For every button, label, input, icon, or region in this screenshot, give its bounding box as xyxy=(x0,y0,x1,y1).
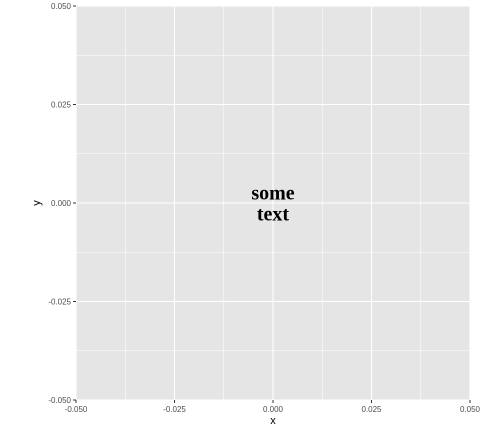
y-axis: -0.050 -0.025 0.000 0.025 0.050 xyxy=(48,2,76,405)
x-tick-label: 0.050 xyxy=(460,405,481,414)
y-tick-label: 0.000 xyxy=(51,199,72,208)
annotations: some text xyxy=(251,183,294,226)
x-tick-label: 0.025 xyxy=(361,405,382,414)
y-tick-label: 0.050 xyxy=(51,2,72,11)
y-tick-label: -0.050 xyxy=(48,396,71,405)
x-tick-label: -0.050 xyxy=(65,405,88,414)
x-tick-label: 0.000 xyxy=(263,405,284,414)
annotation-text: some text xyxy=(251,183,294,226)
x-axis-title: x xyxy=(270,415,276,427)
annotation-line: text xyxy=(257,204,290,226)
y-tick-label: 0.025 xyxy=(51,101,72,110)
x-axis: -0.050 -0.025 0.000 0.025 0.050 xyxy=(65,400,481,414)
annotation-line: some xyxy=(251,183,294,205)
x-tick-label: -0.025 xyxy=(163,405,186,414)
y-tick-label: -0.025 xyxy=(48,298,71,307)
y-axis-title: y xyxy=(31,200,43,206)
